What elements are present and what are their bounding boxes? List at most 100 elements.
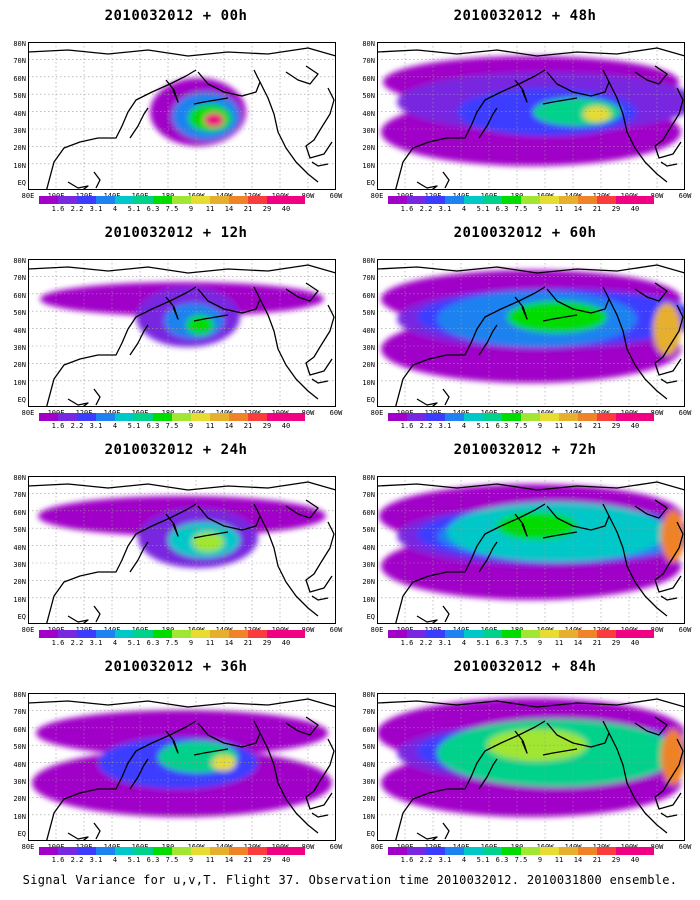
lat-label: 70N [362,274,375,283]
lat-label: 70N [362,708,375,717]
lon-label: 80W [650,843,664,851]
panel-title: 2010032012 + 12h [104,225,248,241]
lat-label: 20N [362,795,375,804]
map-frame: 80N70N60N50N40N30N20N10NEQ80E100E120E140… [362,257,691,417]
colorbar-label: 1.6 [51,639,65,647]
colorbar-swatch [115,630,134,638]
lon-label: 60W [329,192,343,200]
colorbar-label: 4 [461,856,467,864]
colorbar-swatch [191,630,210,638]
colorbar-swatch [616,196,635,204]
colorbar-swatch [96,630,115,638]
colorbar-swatch [286,196,305,204]
lat-label: 80N [362,474,375,482]
colorbar-label: 14 [224,856,234,864]
map-panel: 2010032012 + 24h 80N 70N 60N 50N 40N 30N 20N 10N… [6,434,346,649]
colorbar: 1.6 2.2 3.1 4 5.1 6.3 7.5 9 11 14 21 29 40 [388,630,654,649]
lon-label: 80E [21,626,35,634]
colorbar-label: 29 [262,639,272,647]
colorbar-label: 29 [611,422,621,430]
colorbar-swatch [540,847,559,855]
lat-label: EQ [17,830,26,839]
colorbar-label: 3.1 [89,422,103,430]
colorbar-label: 4 [112,422,118,430]
colorbar-swatch [134,413,153,421]
colorbar-swatch [464,413,483,421]
lat-label: 40N [13,760,26,769]
variance-map [377,259,685,407]
colorbar-swatch [210,413,229,421]
colorbar-label: 11 [554,639,564,647]
colorbar-label: 1.6 [400,856,414,864]
lat-label: 10N [13,812,26,821]
colorbar-swatch [578,847,597,855]
map-panel: 2010032012 + 60h 80N 70N 60N 50N 40N 30N 20N 10N… [355,217,695,432]
colorbar-swatch [616,847,635,855]
lon-label: 80E [21,409,35,417]
colorbar-label: 6.3 [146,422,160,430]
map-frame: 80N70N60N50N40N30N20N10NEQ80E100E120E140… [13,474,342,634]
colorbar-swatch [407,196,426,204]
colorbar-label: 11 [205,856,215,864]
lat-label: 30N [362,778,375,786]
colorbar-label: 6.3 [495,422,509,430]
colorbar-swatch [286,847,305,855]
colorbar-label: 5.1 [476,422,490,430]
colorbar-swatch [635,413,654,421]
colorbar-swatch [388,196,407,204]
panel-title: 2010032012 + 36h [104,659,248,675]
colorbar-swatch [445,847,464,855]
lat-label: 10N [362,161,375,170]
colorbar-swatch [388,847,407,855]
lat-label: 40N [362,326,375,335]
lat-label: 30N [13,344,26,352]
colorbar-swatch [248,630,267,638]
map-panel: 2010032012 + 84h 80N 70N 60N 50N 40N 30N 20N 10N… [355,651,695,866]
colorbar-label: 14 [573,205,583,213]
colorbar-label: 11 [554,205,564,213]
colorbar-swatch [191,196,210,204]
lat-label: 80N [362,40,375,48]
colorbar-label: 6.3 [146,639,160,647]
lat-label: 60N [13,74,26,83]
colorbar-label: 3.1 [438,856,452,864]
colorbar-swatch [153,413,172,421]
colorbar-label: 1.6 [51,422,65,430]
colorbar-swatch [248,413,267,421]
colorbar-label: 7.5 [514,856,528,864]
colorbar-label: 4 [461,422,467,430]
colorbar-label: 9 [537,639,543,647]
colorbar: 1.6 2.2 3.1 4 5.1 6.3 7.5 9 11 14 21 29 40 [388,196,654,215]
map-panel: 2010032012 + 36h 80N 70N 60N 50N 40N 30N 20N 10N… [6,651,346,866]
colorbar-label: 14 [224,639,234,647]
colorbar-label: 9 [188,639,194,647]
colorbar-label: 2.2 [70,205,84,213]
colorbar-swatch [426,196,445,204]
colorbar-label: 7.5 [514,422,528,430]
map-frame: 80N70N60N50N40N30N20N10NEQ80E100E120E140… [13,691,342,851]
lon-label: 80E [370,409,384,417]
lat-label: 80N [13,257,26,265]
colorbar-swatch [407,413,426,421]
panel-title: 2010032012 + 84h [453,659,597,675]
lat-label: 40N [362,109,375,118]
colorbar-label: 11 [554,856,564,864]
lat-label: 30N [13,778,26,786]
colorbar-swatch [635,196,654,204]
lat-label: 50N [13,92,26,101]
lat-label: 70N [13,57,26,66]
colorbar-label: 14 [224,422,234,430]
colorbar-swatch [77,630,96,638]
lat-label: 80N [13,40,26,48]
lon-label: 80E [370,192,384,200]
colorbar-swatch [426,847,445,855]
variance-map [28,259,336,407]
lat-label: 50N [362,92,375,101]
colorbar-swatch [559,630,578,638]
colorbar-swatch [483,630,502,638]
panel-title: 2010032012 + 24h [104,442,248,458]
colorbar-swatch [464,847,483,855]
lat-label: EQ [17,396,26,405]
colorbar-swatch [635,847,654,855]
colorbar: 1.6 2.2 3.1 4 5.1 6.3 7.5 9 11 14 21 29 40 [39,196,305,215]
